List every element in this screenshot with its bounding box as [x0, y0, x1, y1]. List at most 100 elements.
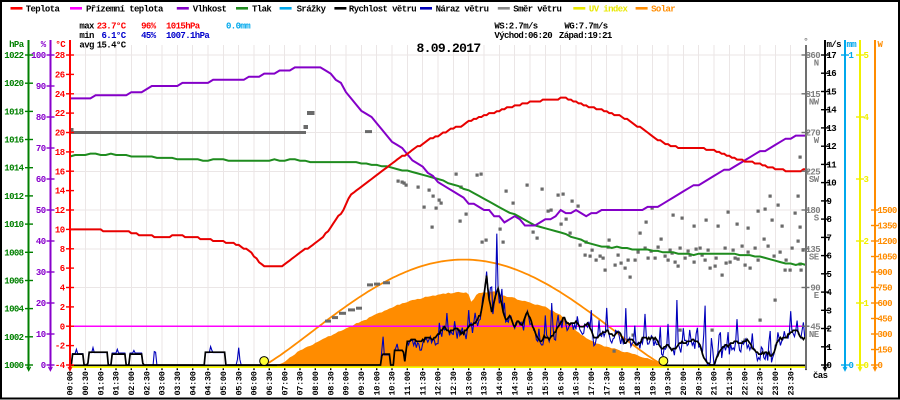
svg-text:18:30: 18:30: [633, 371, 643, 395]
svg-text:315: 315: [806, 90, 821, 100]
svg-text:23:30: 23:30: [786, 371, 796, 395]
svg-text:3: 3: [864, 175, 869, 185]
svg-text:05:00: 05:00: [219, 371, 229, 395]
svg-text:80: 80: [36, 113, 46, 123]
svg-text:16:30: 16:30: [572, 371, 582, 395]
svg-text:16: 16: [827, 69, 837, 79]
svg-text:°: °: [803, 37, 808, 47]
svg-text:300: 300: [878, 330, 893, 340]
svg-text:17:30: 17:30: [602, 371, 612, 395]
svg-text:02:00: 02:00: [127, 371, 137, 395]
svg-text:600: 600: [878, 299, 893, 309]
svg-text:50: 50: [36, 206, 46, 216]
svg-text:900: 900: [878, 268, 893, 278]
svg-text:450: 450: [878, 315, 893, 325]
svg-text:70: 70: [36, 144, 46, 154]
svg-text:Východ:06:20: Východ:06:20: [494, 31, 552, 41]
svg-text:11:00: 11:00: [403, 371, 413, 395]
svg-text:1022: 1022: [4, 51, 23, 61]
svg-text:1: 1: [864, 299, 870, 309]
svg-text:20: 20: [55, 129, 65, 139]
svg-text:%: %: [41, 40, 47, 50]
svg-text:14: 14: [55, 187, 66, 197]
svg-text:6: 6: [827, 252, 832, 262]
svg-text:18:00: 18:00: [618, 371, 628, 395]
svg-text:W: W: [878, 40, 884, 50]
svg-text:min: min: [79, 31, 94, 41]
svg-text:17: 17: [827, 51, 837, 61]
svg-text:čas: čas: [813, 371, 828, 381]
svg-text:07:30: 07:30: [296, 371, 306, 395]
svg-text:Solar: Solar: [651, 5, 675, 15]
svg-text:07:00: 07:00: [280, 371, 290, 395]
svg-text:WG:7.7m/s: WG:7.7m/s: [564, 22, 607, 32]
svg-text:1015hPa: 1015hPa: [166, 22, 201, 32]
svg-text:2: 2: [864, 237, 869, 247]
svg-text:0: 0: [849, 361, 854, 371]
svg-text:22: 22: [55, 109, 65, 119]
svg-text:1200: 1200: [878, 237, 897, 247]
svg-text:10: 10: [827, 179, 837, 189]
svg-text:Teplota: Teplota: [26, 5, 61, 15]
svg-text:0: 0: [41, 361, 46, 371]
svg-text:04:00: 04:00: [188, 371, 198, 395]
svg-text:1050: 1050: [878, 253, 897, 263]
svg-text:4: 4: [60, 284, 66, 294]
svg-text:03:00: 03:00: [158, 371, 168, 395]
svg-text:3: 3: [827, 306, 832, 316]
svg-text:12:30: 12:30: [449, 371, 459, 395]
svg-text:Rychlost větru: Rychlost větru: [349, 5, 416, 15]
svg-text:4: 4: [827, 288, 833, 298]
svg-text:19:00: 19:00: [648, 371, 658, 395]
svg-text:12:00: 12:00: [434, 371, 444, 395]
svg-text:10: 10: [55, 225, 65, 235]
svg-text:26: 26: [55, 70, 65, 80]
svg-text:60: 60: [36, 175, 46, 185]
svg-text:00:00: 00:00: [66, 371, 76, 395]
svg-text:WS:2.7m/s: WS:2.7m/s: [494, 22, 537, 32]
svg-text:09:30: 09:30: [357, 371, 367, 395]
svg-text:8.09.2017: 8.09.2017: [417, 41, 481, 56]
svg-text:12: 12: [827, 142, 837, 152]
svg-text:16:00: 16:00: [556, 371, 566, 395]
svg-text:1012: 1012: [4, 192, 23, 202]
svg-text:1007.1hPa: 1007.1hPa: [166, 31, 210, 41]
svg-text:1: 1: [849, 51, 855, 61]
svg-text:18: 18: [55, 148, 65, 158]
svg-text:1500: 1500: [878, 206, 897, 216]
svg-text:21:00: 21:00: [710, 371, 720, 395]
svg-text:0: 0: [60, 322, 65, 332]
svg-text:90: 90: [810, 284, 820, 294]
svg-text:1010: 1010: [4, 220, 23, 230]
svg-text:15: 15: [827, 87, 837, 97]
svg-text:360: 360: [806, 51, 821, 61]
svg-text:45: 45: [810, 322, 820, 332]
svg-text:28: 28: [55, 51, 65, 61]
svg-text:04:30: 04:30: [204, 371, 214, 395]
svg-text:SE: SE: [809, 252, 820, 262]
svg-text:17:00: 17:00: [587, 371, 597, 395]
svg-text:W: W: [814, 136, 820, 146]
svg-text:19:30: 19:30: [664, 371, 674, 395]
svg-text:08:00: 08:00: [311, 371, 321, 395]
svg-text:0: 0: [864, 361, 869, 371]
svg-text:20: 20: [36, 299, 46, 309]
svg-text:9: 9: [827, 197, 832, 207]
svg-text:max: max: [79, 22, 95, 32]
svg-text:hPa: hPa: [9, 40, 25, 50]
svg-text:UV index: UV index: [589, 5, 629, 15]
svg-text:1018: 1018: [4, 107, 23, 117]
svg-text:12: 12: [55, 206, 65, 216]
svg-text:5: 5: [864, 51, 869, 61]
svg-text:Přízemní teplota: Přízemní teplota: [86, 5, 164, 15]
svg-text:05:30: 05:30: [234, 371, 244, 395]
svg-text:06:30: 06:30: [265, 371, 275, 395]
svg-text:30: 30: [36, 268, 46, 278]
svg-text:14:30: 14:30: [510, 371, 520, 395]
svg-text:15:00: 15:00: [526, 371, 536, 395]
svg-text:40: 40: [36, 237, 46, 247]
svg-text:2: 2: [60, 303, 65, 313]
svg-text:mm: mm: [847, 40, 858, 50]
svg-text:SW: SW: [809, 175, 820, 185]
svg-text:24: 24: [55, 90, 66, 100]
